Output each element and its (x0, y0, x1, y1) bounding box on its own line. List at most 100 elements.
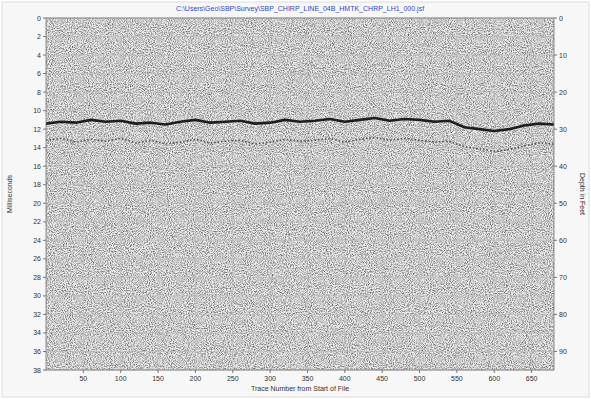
y-tick-label: 12 (33, 126, 41, 133)
y2-tick-label: 0 (559, 15, 563, 22)
speckle (46, 18, 554, 370)
y-tick (43, 166, 46, 167)
y-tick (43, 370, 46, 371)
y-tick (43, 184, 46, 185)
x-axis-title: Trace Number from Start of File (251, 385, 349, 392)
y-tick (43, 203, 46, 204)
y-tick (43, 277, 46, 278)
x-tick-label: 600 (488, 375, 500, 382)
y-grid-line (46, 295, 554, 296)
x-tick (456, 370, 457, 373)
x-tick-label: 650 (526, 375, 538, 382)
y-tick (43, 351, 46, 352)
y2-tick-label: 30 (559, 126, 567, 133)
x-tick (120, 370, 121, 373)
series-group (46, 118, 554, 151)
y-grid-line (46, 36, 554, 37)
y-grid-line (46, 332, 554, 333)
x-grid-line (531, 18, 532, 370)
x-grid-line (344, 18, 345, 370)
x-tick (494, 370, 495, 373)
y-grid-line (46, 55, 554, 56)
plot-area (46, 18, 554, 370)
x-tick (419, 370, 420, 373)
y-tick (43, 147, 46, 148)
y2-tick-label: 80 (559, 311, 567, 318)
x-grid-line (494, 18, 495, 370)
y-grid-line (46, 203, 554, 204)
y-tick (43, 240, 46, 241)
y-tick-label: 38 (33, 367, 41, 374)
y-grid-line (46, 166, 554, 167)
y-grid-line (46, 92, 554, 93)
y-tick (43, 332, 46, 333)
y-tick (43, 73, 46, 74)
x-grid-line (419, 18, 420, 370)
chart: 5010015020025030035040045050055060065002… (0, 0, 591, 399)
x-tick-label: 500 (414, 375, 426, 382)
y2-tick (554, 92, 557, 93)
y2-tick (554, 314, 557, 315)
y2-axis-title: Depth in Feet (578, 173, 586, 215)
y-grid-line (46, 221, 554, 222)
x-grid-line (382, 18, 383, 370)
y2-tick (554, 55, 557, 56)
grid (46, 18, 554, 370)
y-grid-line (46, 277, 554, 278)
y-tick-label: 36 (33, 348, 41, 355)
y-tick-label: 0 (37, 15, 41, 22)
x-tick-label: 400 (339, 375, 351, 382)
x-tick (307, 370, 308, 373)
y-tick-label: 24 (33, 237, 41, 244)
y2-tick (554, 277, 557, 278)
y-tick (43, 314, 46, 315)
x-tick (531, 370, 532, 373)
x-grid-line (158, 18, 159, 370)
x-tick-label: 450 (376, 375, 388, 382)
x-grid-line (307, 18, 308, 370)
y-tick-label: 16 (33, 163, 41, 170)
plot-frame (46, 18, 554, 370)
y-tick-label: 22 (33, 218, 41, 225)
x-tick (344, 370, 345, 373)
y-axis-title: Milliseconds (6, 174, 13, 213)
y-tick-label: 6 (37, 70, 41, 77)
x-tick-label: 300 (264, 375, 276, 382)
ticks: 5010015020025030035040045050055060065002… (33, 15, 567, 383)
y2-tick-label: 60 (559, 237, 567, 244)
y2-tick-label: 70 (559, 274, 567, 281)
y-tick-label: 30 (33, 292, 41, 299)
y2-tick-label: 40 (559, 163, 567, 170)
y-tick-label: 4 (37, 52, 41, 59)
y-tick (43, 55, 46, 56)
y2-tick (554, 240, 557, 241)
y-tick (43, 221, 46, 222)
y2-tick (554, 203, 557, 204)
y-grid-line (46, 351, 554, 352)
y2-tick-label: 90 (559, 348, 567, 355)
y-grid-line (46, 73, 554, 74)
y-grid-line (46, 184, 554, 185)
x-tick-label: 50 (79, 375, 87, 382)
x-grid-line (270, 18, 271, 370)
plot-background (46, 18, 554, 370)
x-tick (270, 370, 271, 373)
y-tick-label: 18 (33, 181, 41, 188)
y-tick (43, 295, 46, 296)
y-tick-label: 26 (33, 255, 41, 262)
y2-tick (554, 351, 557, 352)
y2-tick-label: 10 (559, 52, 567, 59)
y-tick-label: 28 (33, 274, 41, 281)
y-grid-line (46, 240, 554, 241)
y-tick (43, 110, 46, 111)
y2-tick (554, 129, 557, 130)
y-tick (43, 129, 46, 130)
x-tick-label: 550 (451, 375, 463, 382)
x-tick-label: 350 (302, 375, 314, 382)
y2-tick-label: 50 (559, 200, 567, 207)
x-tick-label: 200 (190, 375, 202, 382)
x-grid-line (83, 18, 84, 370)
y-tick-label: 34 (33, 329, 41, 336)
panel (2, 2, 589, 397)
x-tick (83, 370, 84, 373)
